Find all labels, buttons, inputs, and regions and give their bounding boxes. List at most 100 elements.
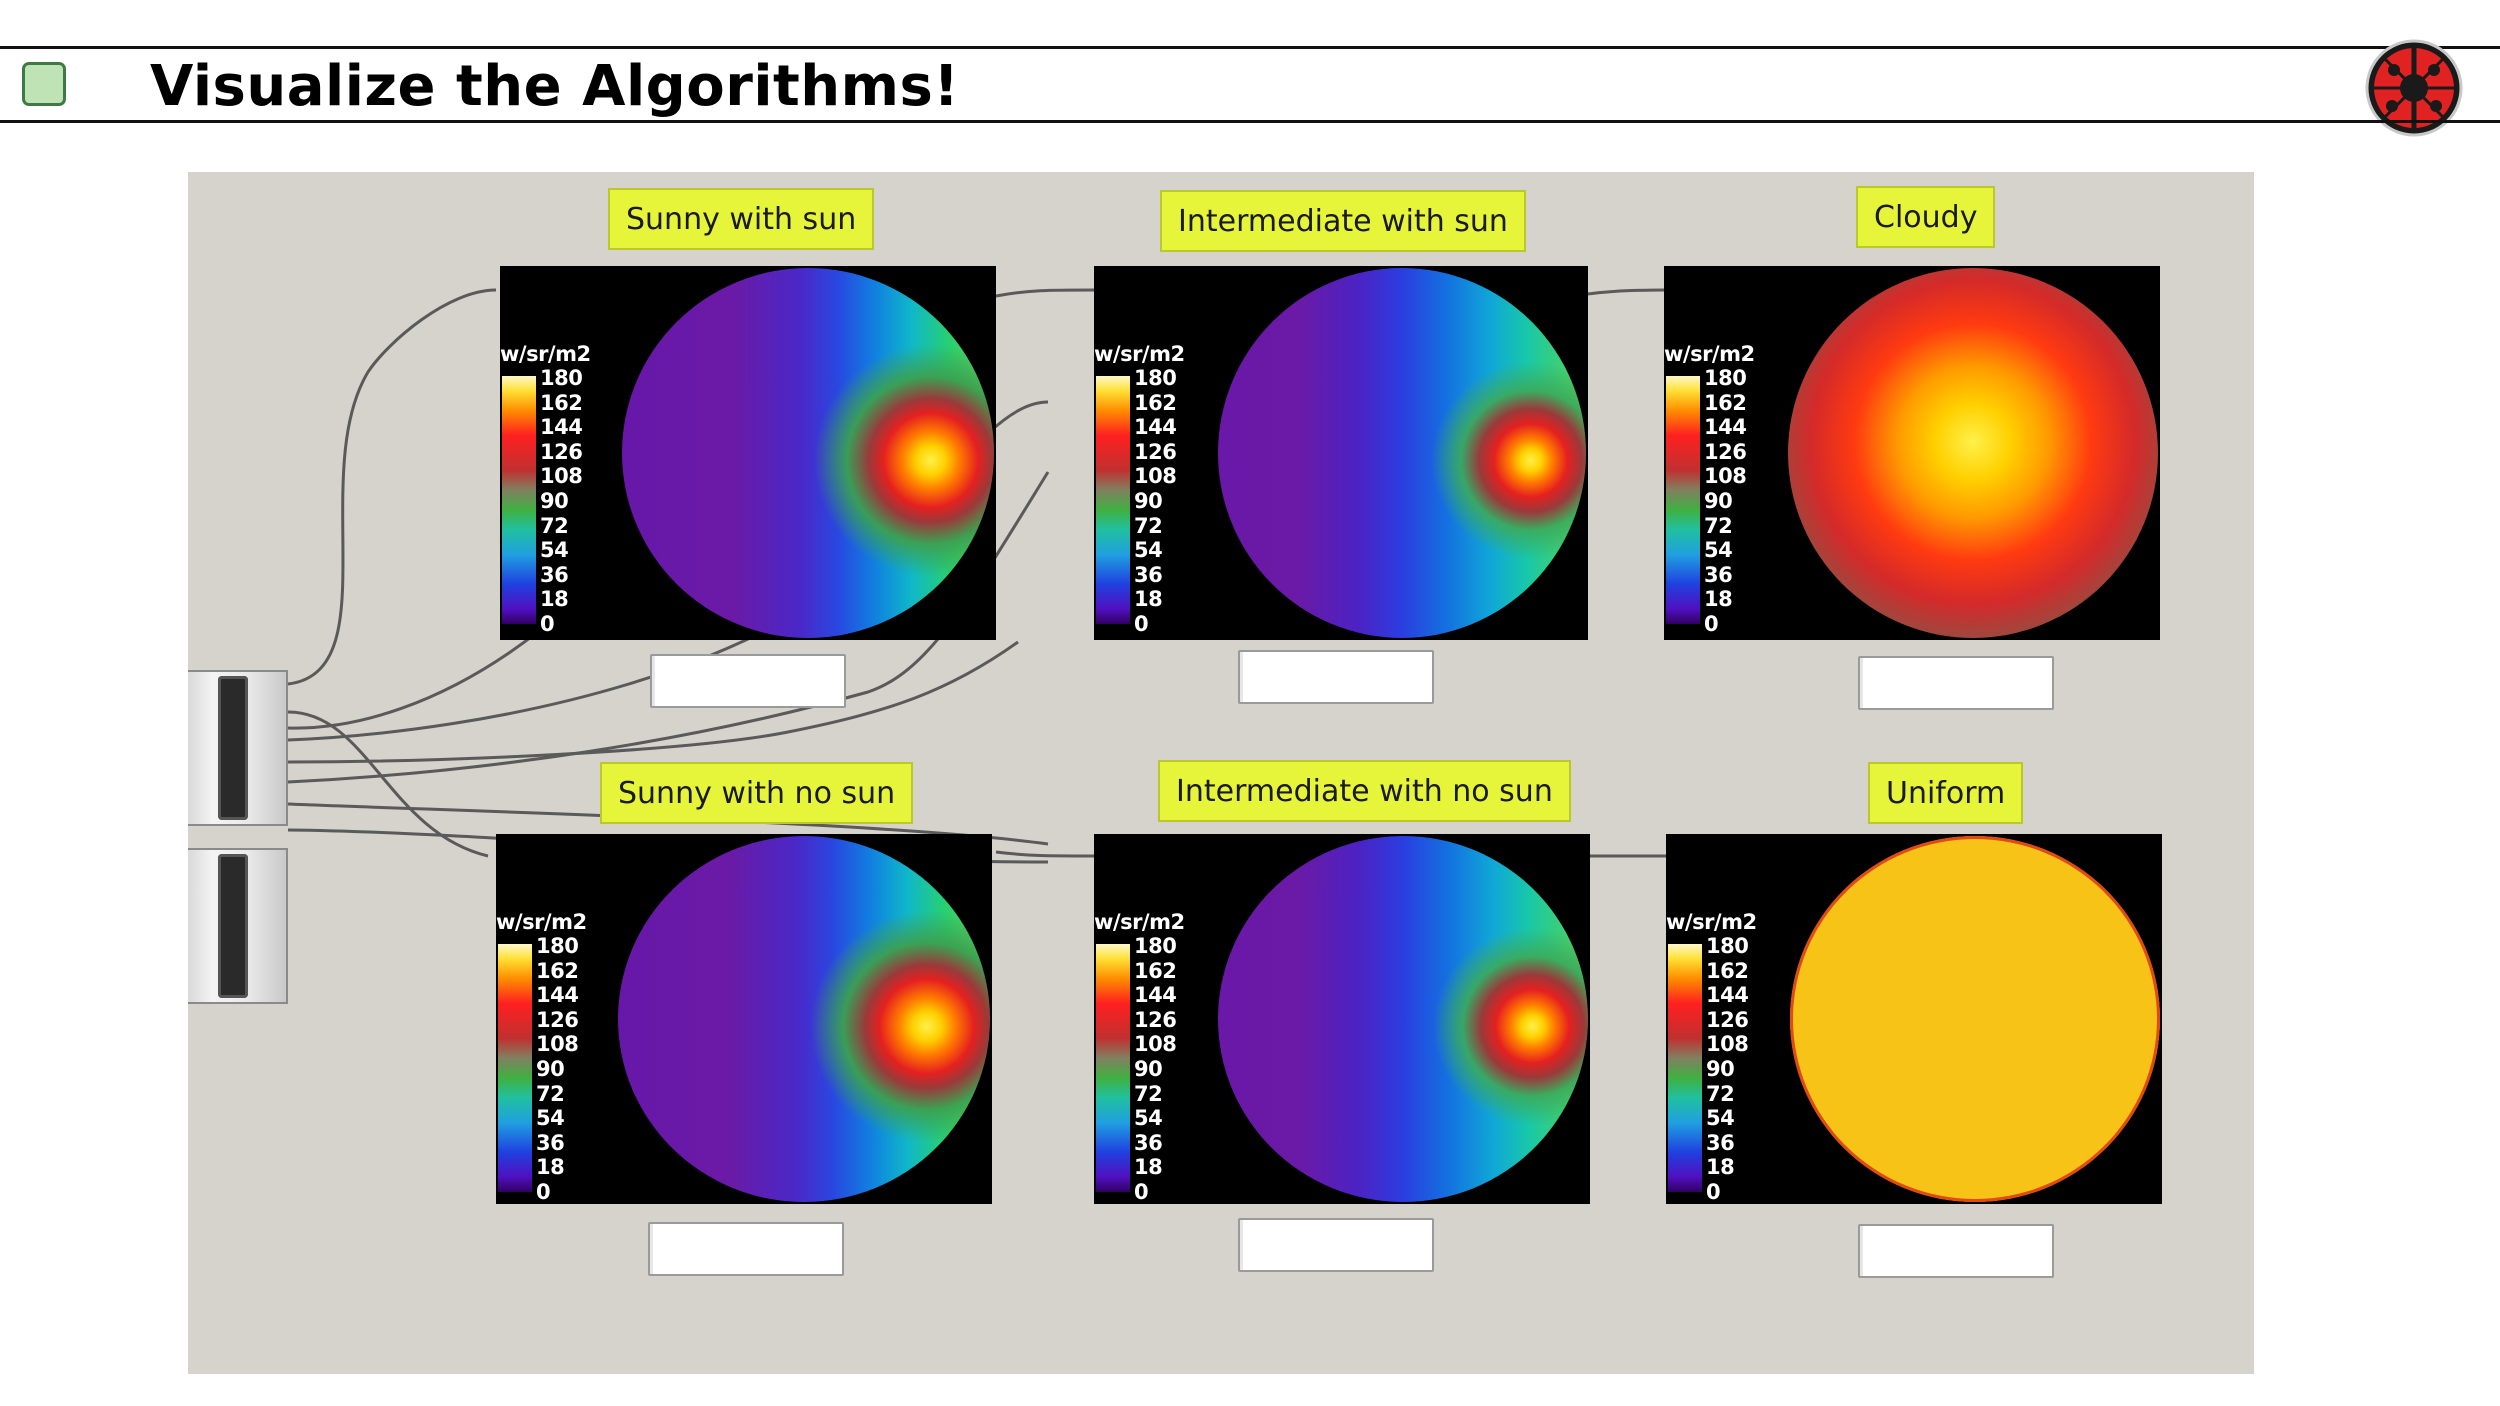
sky-visualization-intermediate-with-sun[interactable]: w/sr/m2 180 162 144 126 108 90 72 54 36 … <box>1094 266 1588 640</box>
scale-tick: 18 <box>1134 1155 1163 1180</box>
scale-tick: 180 <box>1134 934 1177 958</box>
scale-tick: 90 <box>1134 1056 1163 1081</box>
sky-dome <box>618 836 990 1202</box>
panel-label-sunny-with-sun[interactable]: Sunny with sun <box>608 188 875 250</box>
scale-tick: 36 <box>536 1130 565 1155</box>
scale-tick: 108 <box>536 1032 579 1057</box>
color-scale-bar <box>498 944 532 1192</box>
scale-tick: 180 <box>1706 934 1749 958</box>
scale-tick: 72 <box>1134 513 1163 538</box>
color-scale-bar <box>502 376 536 624</box>
scale-tick: 144 <box>1134 983 1177 1008</box>
scale-tick: 36 <box>1706 1130 1735 1155</box>
sky-visualization-intermediate-with-no-sun[interactable]: w/sr/m2 180 162 144 126 108 90 72 54 36 … <box>1094 834 1590 1204</box>
scale-ticks: 180 162 144 126 108 90 72 54 36 18 0 <box>1134 366 1194 637</box>
scale-tick: 144 <box>540 415 583 440</box>
color-scale-bar <box>1096 376 1130 624</box>
scale-tick: 72 <box>536 1081 565 1106</box>
scale-ticks: 180 162 144 126 108 90 72 54 36 18 0 <box>1704 366 1764 637</box>
scale-tick: 108 <box>1704 464 1747 489</box>
scale-tick: 54 <box>1134 538 1163 563</box>
scale-tick: 0 <box>1134 1179 1149 1204</box>
panel-label-intermediate-with-no-sun[interactable]: Intermediate with no sun <box>1158 760 1571 822</box>
panel-input-box[interactable] <box>1238 1218 1434 1272</box>
scale-tick: 126 <box>536 1007 579 1032</box>
panel-label-sunny-with-no-sun[interactable]: Sunny with no sun <box>600 762 914 824</box>
panel-input-box[interactable] <box>1858 1224 2054 1278</box>
scale-tick: 0 <box>540 611 555 636</box>
scale-tick: 162 <box>1134 390 1177 415</box>
scale-tick: 36 <box>540 562 569 587</box>
scale-tick: 180 <box>1134 366 1177 390</box>
scale-tick: 162 <box>1704 390 1747 415</box>
scale-tick: 126 <box>1134 439 1177 464</box>
scale-tick: 18 <box>536 1155 565 1180</box>
ladybug-logo-icon <box>2365 39 2463 137</box>
scale-tick: 126 <box>1134 1007 1177 1032</box>
sky-dome <box>1790 836 2160 1202</box>
scale-tick: 144 <box>536 983 579 1008</box>
panel-input-box[interactable] <box>1858 656 2054 710</box>
scale-tick: 54 <box>1706 1106 1735 1131</box>
scale-ticks: 180 162 144 126 108 90 72 54 36 18 0 <box>536 934 596 1204</box>
panel-input-box[interactable] <box>648 1222 844 1276</box>
sky-dome <box>1218 268 1586 638</box>
sky-visualization-cloudy[interactable]: w/sr/m2 180 162 144 126 108 90 72 54 36 … <box>1664 266 2160 640</box>
scale-tick: 72 <box>540 513 569 538</box>
scale-tick: 162 <box>1134 958 1177 983</box>
scale-tick: 126 <box>1706 1007 1749 1032</box>
panel-input-box[interactable] <box>650 654 846 708</box>
scale-tick: 90 <box>1706 1056 1735 1081</box>
color-scale-bar <box>1096 944 1130 1192</box>
scale-ticks: 180 162 144 126 108 90 72 54 36 18 0 <box>1706 934 1766 1204</box>
scale-tick: 0 <box>536 1179 551 1204</box>
panel-label-intermediate-with-sun[interactable]: Intermediate with sun <box>1160 190 1526 252</box>
scale-tick: 162 <box>540 390 583 415</box>
scale-tick: 162 <box>1706 958 1749 983</box>
scale-tick: 180 <box>1704 366 1747 390</box>
scale-tick: 108 <box>540 464 583 489</box>
scale-tick: 18 <box>1704 587 1733 612</box>
green-square-bullet-icon <box>22 62 66 106</box>
scale-unit-label: w/sr/m2 <box>1664 342 1755 366</box>
panel-label-cloudy[interactable]: Cloudy <box>1856 186 1996 248</box>
scale-tick: 0 <box>1706 1179 1721 1204</box>
scale-tick: 72 <box>1134 1081 1163 1106</box>
scale-tick: 18 <box>1706 1155 1735 1180</box>
sky-visualization-uniform[interactable]: w/sr/m2 180 162 144 126 108 90 72 54 36 … <box>1666 834 2162 1204</box>
sky-dome <box>622 268 994 638</box>
component-input-block[interactable] <box>188 848 288 1004</box>
scale-tick: 162 <box>536 958 579 983</box>
scale-tick: 90 <box>540 488 569 513</box>
scale-tick: 72 <box>1704 513 1733 538</box>
scale-tick: 180 <box>536 934 579 958</box>
scale-tick: 0 <box>1704 611 1719 636</box>
scale-tick: 54 <box>536 1106 565 1131</box>
panel-label-uniform[interactable]: Uniform <box>1868 762 2024 824</box>
scale-tick: 126 <box>540 439 583 464</box>
sky-dome <box>1788 268 2158 638</box>
scale-unit-label: w/sr/m2 <box>1666 910 1757 934</box>
scale-tick: 144 <box>1706 983 1749 1008</box>
sky-visualization-sunny-with-no-sun[interactable]: w/sr/m2 180 162 144 126 108 90 72 54 36 … <box>496 834 992 1204</box>
scale-tick: 144 <box>1704 415 1747 440</box>
scale-tick: 108 <box>1134 1032 1177 1057</box>
slide-title: Visualize the Algorithms! <box>150 54 960 119</box>
scale-tick: 90 <box>1704 488 1733 513</box>
grasshopper-canvas[interactable]: Sunny with sun w/sr/m2 180 162 144 126 1… <box>188 172 2254 1374</box>
scale-tick: 54 <box>1134 1106 1163 1131</box>
scale-tick: 90 <box>1134 488 1163 513</box>
component-grip[interactable] <box>218 676 248 820</box>
scale-tick: 18 <box>540 587 569 612</box>
scale-unit-label: w/sr/m2 <box>1094 910 1185 934</box>
header-top-rule <box>0 46 2500 49</box>
sky-visualization-sunny-with-sun[interactable]: w/sr/m2 180 162 144 126 108 90 72 54 36 … <box>500 266 996 640</box>
component-grip[interactable] <box>218 854 248 998</box>
component-output-block[interactable] <box>188 670 288 826</box>
scale-unit-label: w/sr/m2 <box>1094 342 1185 366</box>
scale-ticks: 180 162 144 126 108 90 72 54 36 18 0 <box>1134 934 1194 1204</box>
sky-dome <box>1218 836 1588 1202</box>
scale-unit-label: w/sr/m2 <box>496 910 587 934</box>
scale-tick: 180 <box>540 366 583 390</box>
panel-input-box[interactable] <box>1238 650 1434 704</box>
